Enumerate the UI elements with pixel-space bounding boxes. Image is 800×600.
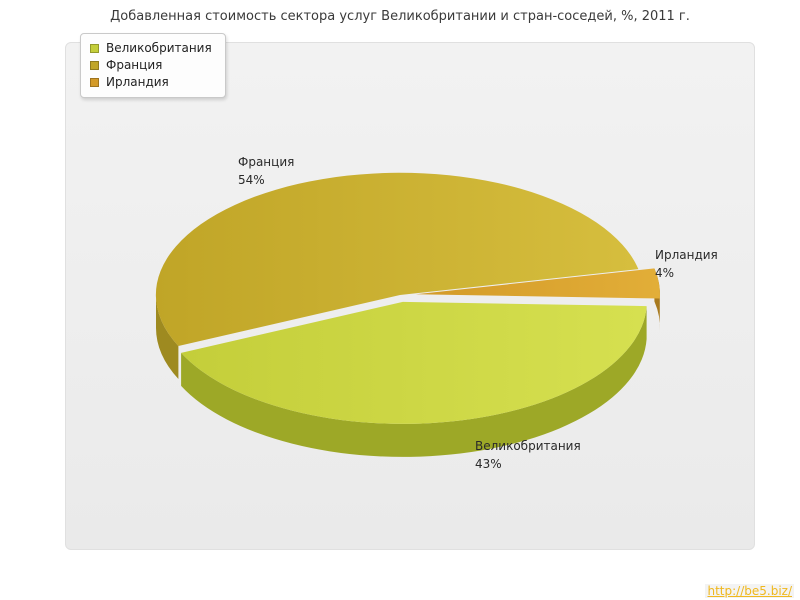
chart-title: Добавленная стоимость сектора услуг Вели… bbox=[110, 9, 690, 24]
pie-slice-0[interactable] bbox=[181, 301, 647, 424]
slice-label-france: Франция 54% bbox=[238, 153, 294, 189]
slice-label-ireland: Ирландия 4% bbox=[655, 246, 718, 282]
slice-label-france-pct: 54% bbox=[238, 173, 265, 187]
legend-label-uk: Великобритания bbox=[106, 41, 212, 55]
legend-label-ireland: Ирландия bbox=[106, 75, 169, 89]
legend: Великобритания Франция Ирландия bbox=[80, 33, 226, 98]
legend-marker-ireland-icon bbox=[90, 78, 99, 87]
slice-label-uk: Великобритания 43% bbox=[475, 437, 581, 473]
pie-slice-1[interactable] bbox=[155, 172, 639, 346]
slice-label-uk-pct: 43% bbox=[475, 457, 502, 471]
legend-item-france[interactable]: Франция bbox=[90, 58, 212, 73]
slice-label-france-name: Франция bbox=[238, 155, 295, 169]
legend-label-france: Франция bbox=[106, 58, 163, 72]
slice-label-uk-name: Великобритания bbox=[475, 439, 581, 453]
pie-slice-side-1 bbox=[156, 295, 179, 379]
pie-slice-2[interactable] bbox=[415, 268, 660, 299]
legend-marker-uk-icon bbox=[90, 44, 99, 53]
slice-label-ireland-name: Ирландия bbox=[655, 248, 718, 262]
legend-item-uk[interactable]: Великобритания bbox=[90, 41, 212, 56]
watermark-link[interactable]: http://be5.biz/ bbox=[705, 584, 794, 598]
legend-item-ireland[interactable]: Ирландия bbox=[90, 75, 212, 90]
slice-label-ireland-pct: 4% bbox=[655, 266, 675, 280]
legend-marker-france-icon bbox=[90, 61, 99, 70]
pie-slice-side-0 bbox=[181, 306, 647, 457]
